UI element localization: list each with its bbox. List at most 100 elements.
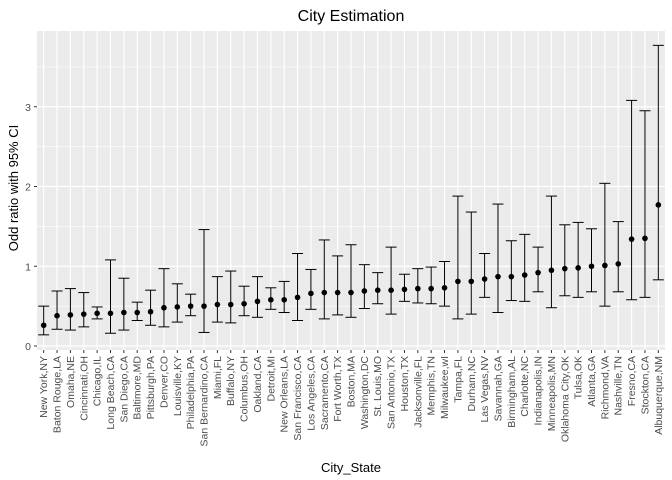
x-tick-label: Chicago,IL xyxy=(92,356,104,406)
x-tick-label: Miami,FL xyxy=(212,356,224,399)
x-tick-label: Albuquerque,NM xyxy=(653,356,665,435)
errorbar xyxy=(292,253,304,321)
errorbar xyxy=(586,228,598,293)
errorbar xyxy=(652,44,664,281)
errorbar xyxy=(145,289,157,326)
errorbar xyxy=(559,224,571,297)
data-point xyxy=(94,310,100,317)
data-point xyxy=(455,278,461,285)
x-tick-label: Richmond,VA xyxy=(599,356,611,419)
errorbar xyxy=(225,270,237,324)
data-point xyxy=(107,310,114,317)
points xyxy=(40,202,662,329)
x-tick-label: Boston,MA xyxy=(346,356,358,407)
errorbar xyxy=(158,268,170,328)
x-tick-label: San Diego,CA xyxy=(118,356,130,423)
data-point xyxy=(161,304,167,311)
x-tick-label: San Antonio,TX xyxy=(386,356,398,429)
x-tick-label: Las Vegas,NV xyxy=(479,356,491,423)
y-axis: 0 1 2 3 xyxy=(25,102,37,353)
errorbar xyxy=(425,266,437,305)
x-tick-label: New York,NY xyxy=(38,356,50,418)
data-point xyxy=(628,236,635,242)
errorbars xyxy=(38,44,664,336)
data-point xyxy=(348,289,354,296)
data-point xyxy=(201,303,207,309)
x-tick-label: Savannah,GA xyxy=(492,356,504,421)
errorbar xyxy=(38,305,50,336)
x-tick-label: Nashville,TN xyxy=(613,356,625,416)
x-tick-label: Oakland,CA xyxy=(252,356,264,413)
errorbar xyxy=(211,276,223,323)
data-point xyxy=(615,261,622,267)
errorbar xyxy=(78,292,90,328)
x-tick-label: St. Louis,MO xyxy=(372,356,384,417)
x-tick-label: Durham,NC xyxy=(466,356,478,412)
data-point xyxy=(147,308,154,315)
x-tick-label: New Orleans,LA xyxy=(279,356,291,432)
x-tick-label: Stockton,CA xyxy=(639,356,651,414)
errorbar xyxy=(104,259,116,334)
errorbar xyxy=(639,110,651,298)
errorbar xyxy=(572,221,584,298)
y-tick-label: 0 xyxy=(25,341,31,353)
errorbar xyxy=(51,290,63,330)
x-tick-label: Columbus,OH xyxy=(239,356,251,422)
x-tick-label: Fresno,CA xyxy=(626,356,638,406)
data-point xyxy=(441,284,448,291)
errorbar xyxy=(532,246,544,293)
errorbar xyxy=(198,229,210,333)
data-point xyxy=(535,269,541,276)
data-point xyxy=(334,289,341,296)
errorbar xyxy=(452,195,464,320)
data-point xyxy=(174,304,181,310)
x-axis-title: City_State xyxy=(321,460,381,475)
x-tick-label: Atlanta,GA xyxy=(586,356,598,407)
y-tick-label: 3 xyxy=(25,102,31,114)
data-point xyxy=(508,273,515,280)
x-tick-label: Buffalo,NY xyxy=(225,356,237,406)
errorbar xyxy=(118,277,130,331)
data-point xyxy=(227,301,234,308)
errorbar xyxy=(599,182,611,307)
data-point xyxy=(655,202,662,208)
errorbar xyxy=(171,283,183,323)
data-point xyxy=(121,309,127,316)
data-point xyxy=(481,276,488,282)
data-point xyxy=(281,296,287,303)
x-tick-label: San Bernardino,CA xyxy=(199,356,211,446)
data-point xyxy=(642,235,648,242)
data-point xyxy=(468,278,475,285)
x-tick-label: Oklahoma City,OK xyxy=(559,356,571,442)
x-tick-label: Detroit,MI xyxy=(265,356,277,402)
data-point xyxy=(602,262,608,269)
chart-title: City Estimation xyxy=(298,8,405,25)
x-tick-label: Indianapolis,IN xyxy=(533,356,545,425)
data-point xyxy=(254,298,261,305)
errorbar xyxy=(492,203,504,314)
x-tick-label: Jacksonville,FL xyxy=(412,356,424,428)
data-point xyxy=(241,300,247,307)
errorbar xyxy=(358,264,370,310)
y-tick-label: 1 xyxy=(25,261,31,273)
x-axis: New York,NY Baton Rouge,LA Omaha,NE Cincinn… xyxy=(38,350,665,446)
errorbar xyxy=(385,246,397,315)
x-tick-label: Baltimore,MD xyxy=(132,356,144,420)
x-tick-label: Philadelphia,PA xyxy=(185,356,197,429)
x-tick-label: Houston,TX xyxy=(399,356,411,411)
x-tick-label: Baton Rouge,LA xyxy=(52,356,64,433)
data-point xyxy=(401,286,408,293)
data-point xyxy=(40,322,47,329)
x-tick-label: Tulsa,OK xyxy=(573,356,585,399)
errorbar xyxy=(479,253,491,298)
x-tick-label: Tampa,FL xyxy=(452,356,464,403)
errorbar xyxy=(318,239,330,320)
data-point xyxy=(308,290,314,297)
data-point xyxy=(561,265,568,272)
errorbar xyxy=(345,244,357,318)
data-point xyxy=(388,287,394,293)
errorbar xyxy=(505,240,517,302)
errorbar xyxy=(545,195,557,309)
data-point xyxy=(187,303,194,309)
data-point xyxy=(80,311,87,317)
